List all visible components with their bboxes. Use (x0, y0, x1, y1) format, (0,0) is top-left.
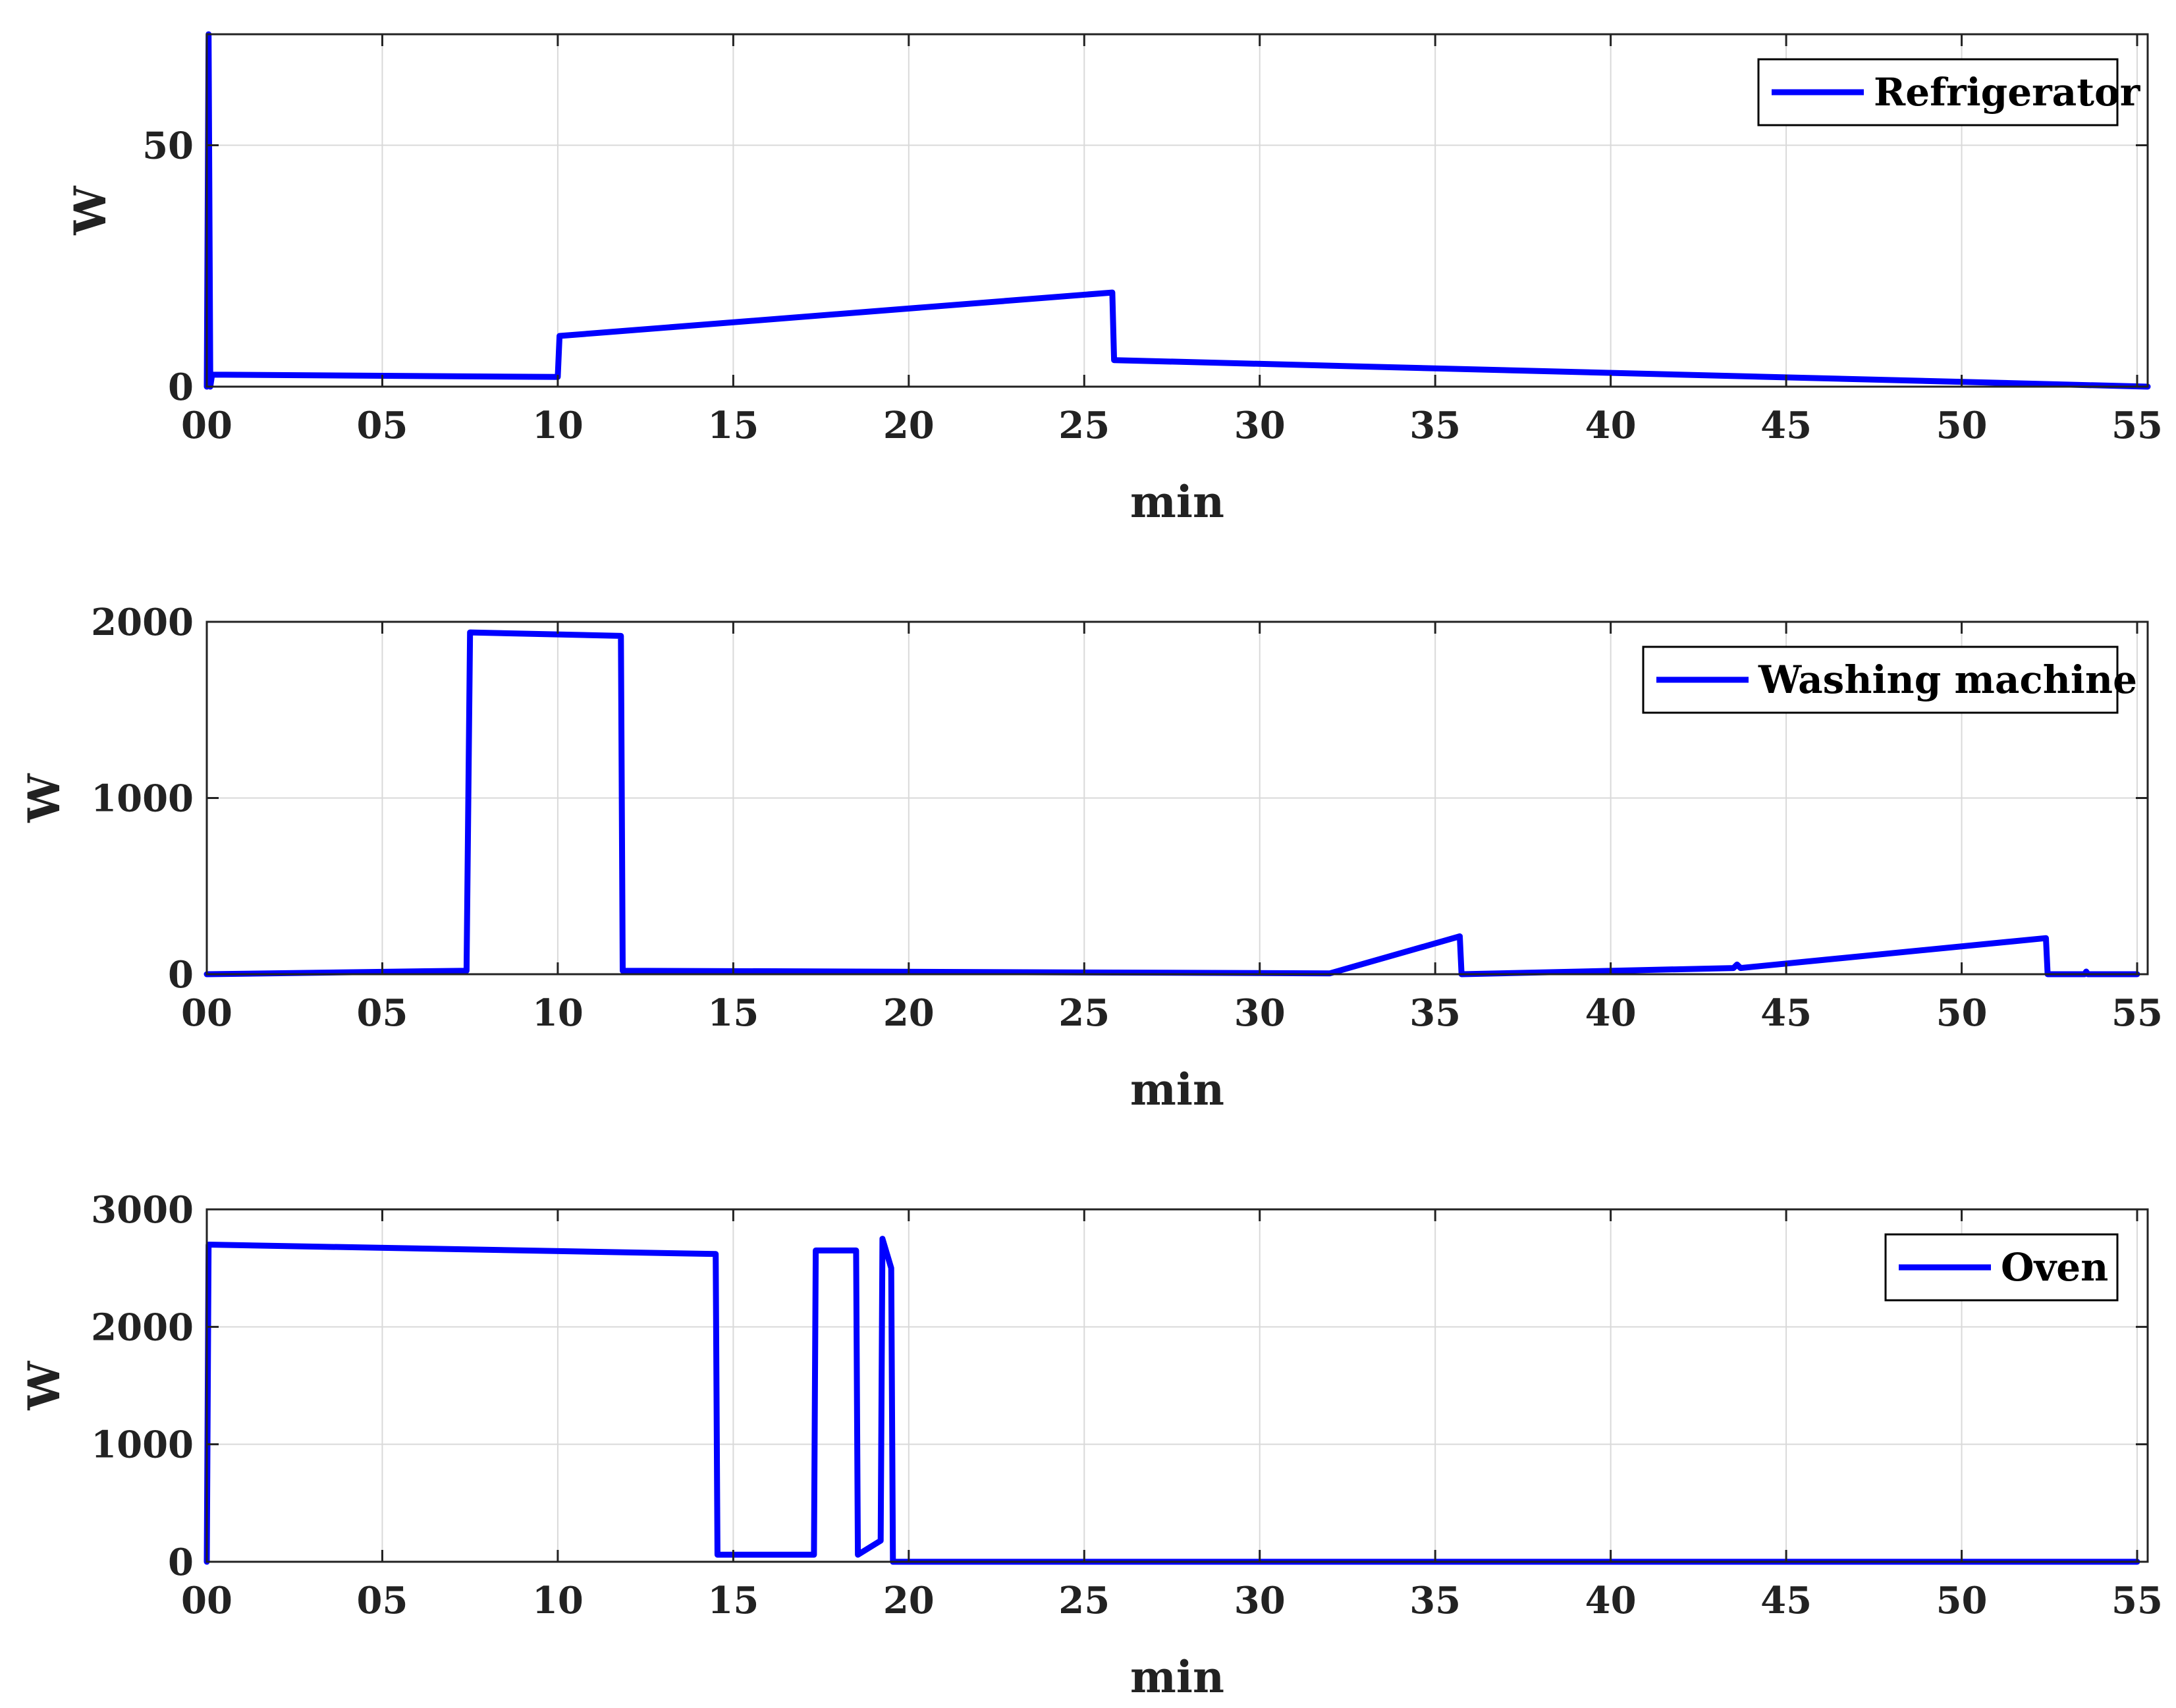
x-tick-label: 45 (1760, 991, 1812, 1035)
x-tick-label: 00 (181, 1579, 232, 1622)
x-tick-label: 05 (356, 1579, 408, 1622)
y-tick-label: 0 (168, 366, 194, 409)
legend: Washing machine (1642, 646, 2137, 714)
x-tick-label: 25 (1058, 404, 1110, 447)
x-tick-label: 50 (1936, 1579, 1988, 1622)
x-tick-label: 00 (181, 991, 232, 1035)
x-tick-label: 55 (2111, 991, 2163, 1035)
y-tick-label: 0 (168, 1541, 194, 1584)
x-axis-label: min (1130, 1651, 1224, 1703)
x-tick-label: 15 (707, 1579, 759, 1622)
x-tick-label: 50 (1936, 404, 1988, 447)
x-axis-label: min (1130, 476, 1224, 528)
x-tick-label: 45 (1760, 1579, 1812, 1622)
axes-box (205, 33, 2149, 388)
chart-panel-1: 00 05 10 15 20 25 30 35 40 45 50 55 0 50 min W Refrigera… (65, 31, 2163, 528)
x-tick-label: 55 (2111, 404, 2163, 447)
y-axis-label: W (65, 186, 116, 236)
legend-label: Washing machine (1758, 657, 2137, 702)
legend-label: Oven (2001, 1245, 2108, 1290)
y-tick-label: 1000 (91, 777, 194, 821)
series-line-oven (204, 1236, 2140, 1565)
x-tick-label: 05 (356, 404, 408, 447)
x-axis-label: min (1130, 1064, 1224, 1115)
y-tick-label: 0 (168, 953, 194, 997)
y-axis-label: W (18, 773, 70, 823)
y-tick-label: 1000 (91, 1423, 194, 1467)
x-tick-label: 50 (1936, 991, 1988, 1035)
x-tick-label: 30 (1234, 1579, 1286, 1622)
x-tick-label: 35 (1409, 404, 1461, 447)
x-tick-label: 45 (1760, 404, 1812, 447)
x-tick-label: 40 (1585, 404, 1637, 447)
x-tick-label: 20 (883, 1579, 935, 1622)
x-tick-label: 05 (356, 991, 408, 1035)
x-tick-label: 15 (707, 404, 759, 447)
x-tick-label: 30 (1234, 991, 1286, 1035)
x-tick-label: 10 (532, 1579, 584, 1622)
x-tick-label: 25 (1058, 1579, 1110, 1622)
x-tick-label: 55 (2111, 1579, 2163, 1622)
legend-label: Refrigerator (1874, 70, 2141, 115)
legend: Refrigerator (1757, 58, 2141, 126)
x-tick-label: 00 (181, 404, 232, 447)
axes-box (205, 1208, 2149, 1563)
chart-panel-2: 00 05 10 15 20 25 30 35 40 45 50 55 0 1000 2000 min W Was… (18, 601, 2163, 1115)
y-axis-label: W (18, 1361, 70, 1411)
x-tick-label: 10 (532, 991, 584, 1035)
x-tick-label: 30 (1234, 404, 1286, 447)
x-tick-label: 25 (1058, 991, 1110, 1035)
y-tick-label: 3000 (91, 1188, 194, 1232)
x-tick-label: 20 (883, 991, 935, 1035)
y-tick-label: 50 (142, 124, 194, 168)
y-tick-label: 2000 (91, 1306, 194, 1349)
x-tick-label: 35 (1409, 991, 1461, 1035)
x-tick-label: 20 (883, 404, 935, 447)
chart-panel-3: 00 05 10 15 20 25 30 35 40 45 50 55 0 1000 2000 3000 min… (18, 1188, 2163, 1703)
x-tick-label: 15 (707, 991, 759, 1035)
x-tick-label: 35 (1409, 1579, 1461, 1622)
x-tick-label: 40 (1585, 991, 1637, 1035)
x-tick-label: 10 (532, 404, 584, 447)
legend: Oven (1884, 1233, 2119, 1302)
plot-area (207, 1209, 2148, 1562)
x-tick-label: 40 (1585, 1579, 1637, 1622)
y-tick-label: 2000 (91, 601, 194, 644)
